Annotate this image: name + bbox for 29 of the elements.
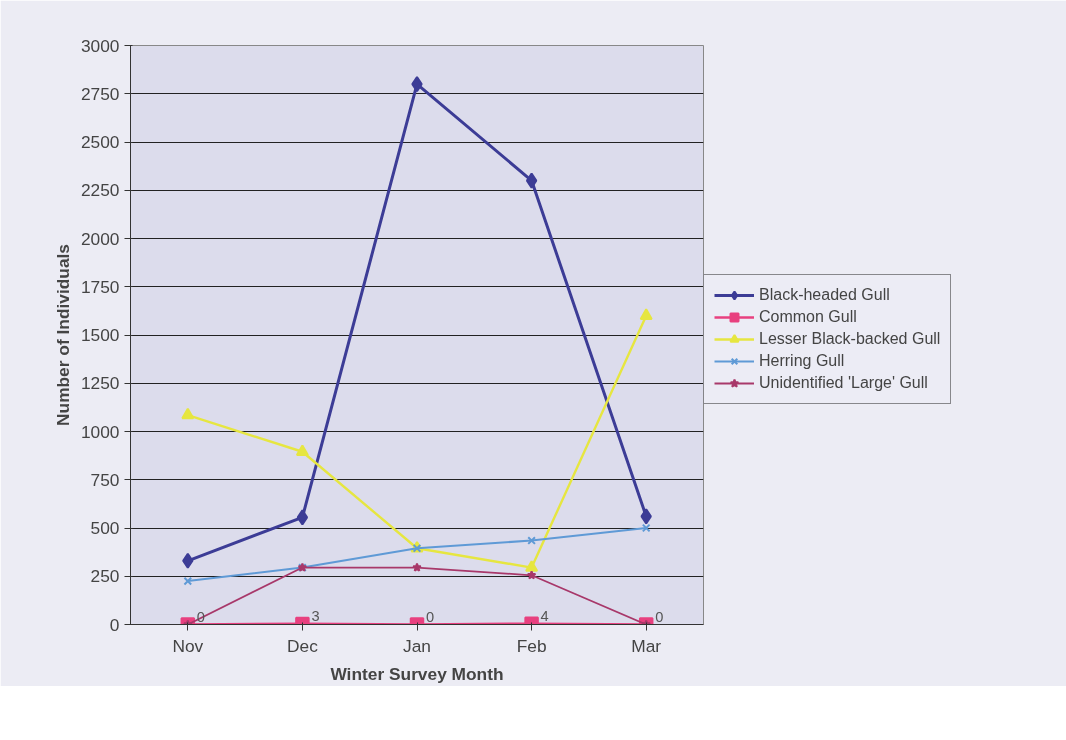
data-label: 3 (311, 607, 320, 624)
y-tick-label: 3000 (80, 35, 120, 56)
y-tick-label: 500 (90, 518, 120, 538)
y-tick-label: 750 (90, 469, 120, 490)
y-tick-label: 1250 (80, 373, 120, 394)
y-tick-label: 250 (90, 566, 120, 587)
y-tick-label: 2000 (80, 228, 120, 249)
y-tick-label: 2750 (80, 83, 120, 104)
y-tick-label: 1000 (80, 421, 120, 442)
y-tick-label: 2500 (80, 132, 120, 152)
y-tick-label: 2250 (80, 180, 120, 201)
x-axis-title: Winter Survey Month (330, 663, 504, 684)
y-tick-label: 0 (109, 614, 120, 635)
x-tick-label: Nov (172, 635, 204, 656)
legend-label: Common Gull (759, 308, 857, 326)
x-tick-label: Feb (516, 635, 547, 656)
x-tick-label: Dec (286, 635, 319, 656)
y-tick-label: 1750 (80, 276, 120, 297)
y-axis-title: Number of Individuals (52, 244, 73, 426)
legend-label: Herring Gull (759, 352, 845, 370)
legend-label: Lesser Black-backed Gull (759, 330, 941, 348)
data-label: 4 (540, 607, 549, 624)
legend-label: Black-headed Gull (759, 286, 890, 304)
x-tick-label: Mar (631, 635, 662, 656)
data-label: 0 (655, 608, 664, 625)
data-label: 0 (426, 608, 435, 625)
y-tick-label: 1500 (80, 325, 120, 345)
legend-label: Unidentified 'Large' Gull (759, 374, 928, 392)
x-tick-label: Jan (403, 635, 431, 656)
